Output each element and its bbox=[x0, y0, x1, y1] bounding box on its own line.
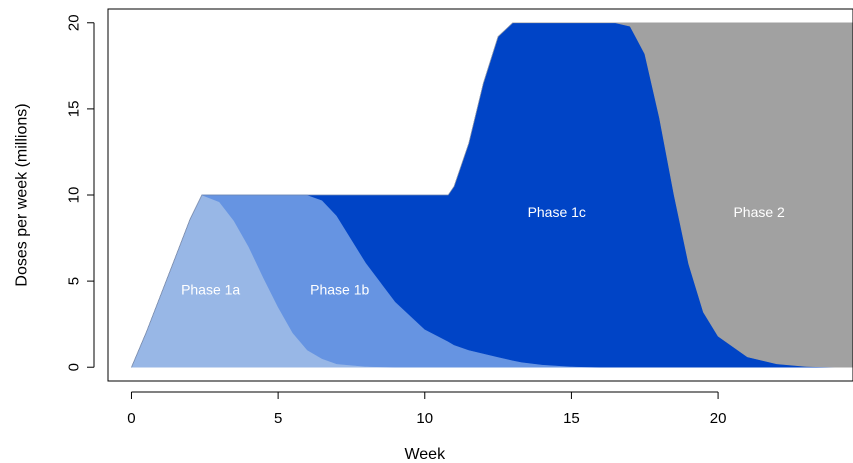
phase-label: Phase 1c bbox=[528, 204, 586, 220]
x-axis-label: Week bbox=[404, 446, 446, 463]
y-tick-label: 10 bbox=[66, 187, 83, 204]
phase-labels: Phase 1a Phase 1b Phase 1c Phase 2 bbox=[181, 204, 785, 298]
x-tick-label: 20 bbox=[710, 410, 727, 427]
y-axis-label: Doses per week (millions) bbox=[14, 103, 31, 286]
axes: 0 5 10 15 20 0 5 10 15 20 bbox=[66, 14, 727, 427]
y-tick-label: 5 bbox=[66, 277, 83, 285]
phase-label: Phase 1a bbox=[181, 282, 240, 298]
x-tick-label: 10 bbox=[416, 410, 433, 427]
y-tick-label: 0 bbox=[66, 363, 83, 371]
area-phase-2 bbox=[131, 22, 853, 368]
stacked-areas bbox=[131, 22, 853, 368]
x-tick-label: 5 bbox=[274, 410, 282, 427]
y-tick-label: 15 bbox=[66, 101, 83, 118]
y-tick-label: 20 bbox=[66, 14, 83, 31]
phase-label: Phase 2 bbox=[733, 204, 785, 220]
x-tick-label: 0 bbox=[127, 410, 135, 427]
phase-label: Phase 1b bbox=[310, 282, 369, 298]
plot-frame bbox=[107, 8, 853, 382]
x-tick-label: 15 bbox=[563, 410, 580, 427]
